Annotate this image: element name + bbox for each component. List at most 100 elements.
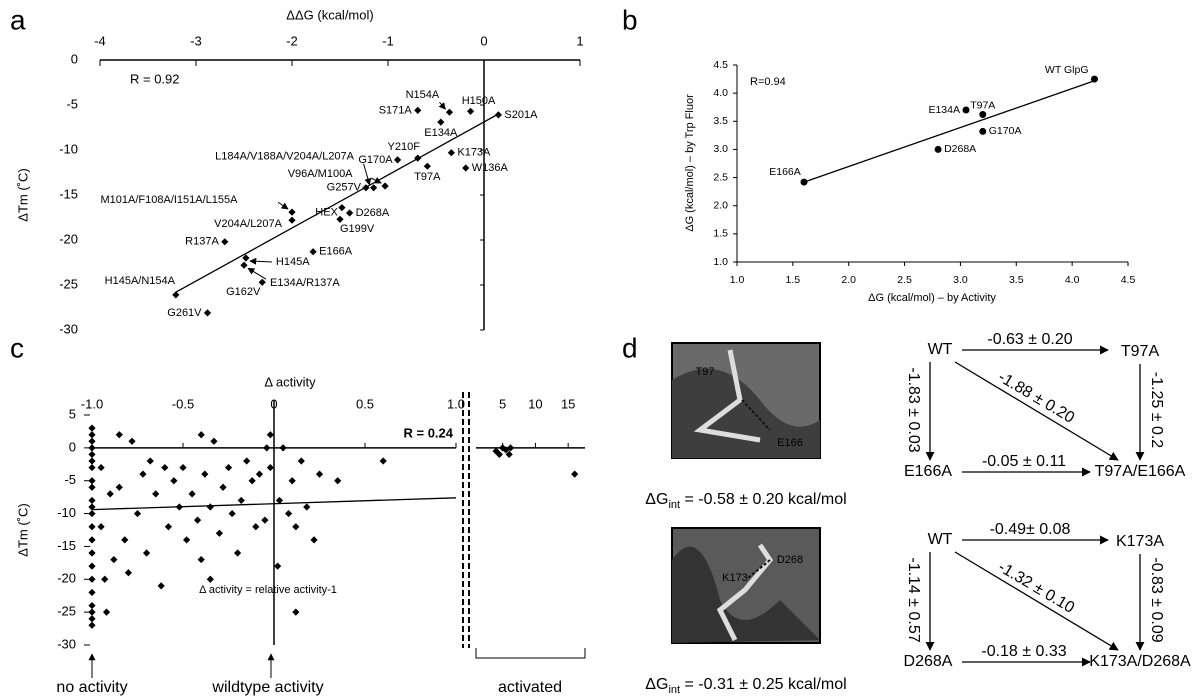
subscript: int bbox=[668, 499, 680, 511]
x-tick-label: 2.5 bbox=[897, 274, 912, 286]
y-tick-label: 0 bbox=[71, 51, 78, 66]
y-tick-label: 2.0 bbox=[713, 199, 728, 211]
symbol: ΔG bbox=[645, 676, 668, 693]
data-point bbox=[240, 262, 247, 269]
data-point bbox=[229, 510, 236, 517]
data-point bbox=[88, 576, 95, 583]
data-point bbox=[116, 431, 123, 438]
data-point bbox=[88, 457, 95, 464]
interaction-energy: ΔGint = -0.31 ± 0.25 kcal/mol bbox=[645, 676, 846, 696]
data-point bbox=[801, 179, 808, 186]
data-point bbox=[370, 184, 377, 191]
value-text: = -0.58 ± 0.20 kcal/mol bbox=[680, 491, 847, 508]
data-point bbox=[238, 497, 245, 504]
data-point bbox=[979, 128, 986, 135]
y-tick-label: 5 bbox=[69, 406, 76, 421]
x-tick-label: 4.5 bbox=[1121, 274, 1136, 286]
data-point bbox=[147, 457, 154, 464]
cycle-node: T97A bbox=[1121, 343, 1160, 360]
data-point bbox=[88, 536, 95, 543]
y-tick-label: 1.5 bbox=[713, 228, 728, 240]
y-tick-label: -10 bbox=[57, 505, 76, 520]
label-arrow bbox=[250, 261, 272, 262]
point-label: D268A bbox=[944, 143, 976, 155]
data-point bbox=[243, 457, 250, 464]
data-point bbox=[176, 503, 183, 510]
data-point bbox=[172, 291, 179, 298]
y-tick-label: -10 bbox=[59, 141, 78, 156]
edge-label: -0.49± 0.08 bbox=[990, 521, 1071, 538]
data-point bbox=[110, 556, 117, 563]
x-tick-label: -1 bbox=[382, 33, 394, 48]
data-point bbox=[88, 438, 95, 445]
x-tick-label: 1.0 bbox=[730, 274, 745, 286]
cycle-node: T97A/E166A bbox=[1095, 463, 1186, 480]
data-point bbox=[88, 523, 95, 530]
x-tick-label: -3 bbox=[190, 33, 202, 48]
data-point bbox=[289, 477, 296, 484]
x-tick-label: 1.5 bbox=[786, 274, 801, 286]
point-label: G199V bbox=[340, 223, 375, 235]
point-label: K173A bbox=[457, 147, 491, 159]
data-point bbox=[334, 477, 341, 484]
x-tick-label: 5 bbox=[499, 396, 506, 411]
y-tick-label: 2.5 bbox=[713, 171, 728, 183]
point-label: E134A/R137A bbox=[270, 277, 340, 289]
data-point bbox=[234, 549, 241, 556]
y-axis-title: ΔG (kcal/mol) – by Trp Fluor bbox=[684, 94, 696, 232]
data-point bbox=[88, 549, 95, 556]
data-point bbox=[256, 471, 263, 478]
y-tick-label: -20 bbox=[57, 571, 76, 586]
data-point bbox=[963, 107, 970, 114]
image-label: T97 bbox=[696, 366, 715, 378]
data-point bbox=[128, 438, 135, 445]
data-point bbox=[189, 490, 196, 497]
data-point bbox=[139, 471, 146, 478]
point-label: T97A bbox=[414, 171, 441, 183]
data-point bbox=[116, 484, 123, 491]
annotation: no activity bbox=[56, 679, 127, 696]
y-tick-label: 4.5 bbox=[713, 59, 728, 71]
data-point bbox=[274, 563, 281, 570]
x-tick-label: 4.0 bbox=[1065, 274, 1080, 286]
x-tick-label: 10 bbox=[528, 396, 542, 411]
data-point bbox=[183, 536, 190, 543]
annotation: R = 0.92 bbox=[130, 71, 180, 86]
x-axis-title: Δ activity bbox=[264, 374, 316, 389]
data-point bbox=[437, 119, 444, 126]
cycle-node: E166A bbox=[904, 463, 952, 480]
data-point bbox=[346, 209, 353, 216]
data-point bbox=[198, 431, 205, 438]
value-text: = -0.31 ± 0.25 kcal/mol bbox=[680, 676, 847, 693]
data-point bbox=[210, 438, 217, 445]
y-tick-label: 4.0 bbox=[713, 87, 728, 99]
edge-label: -1.83 ± 0.03 bbox=[905, 367, 922, 452]
panel-letter: d bbox=[622, 332, 638, 363]
data-point bbox=[88, 464, 95, 471]
label-arrow bbox=[439, 102, 445, 109]
data-point bbox=[267, 431, 274, 438]
annotation: activated bbox=[498, 679, 562, 696]
cycle-arrow bbox=[955, 552, 1118, 650]
data-point bbox=[88, 510, 95, 517]
data-point bbox=[88, 615, 95, 622]
data-point bbox=[448, 149, 455, 156]
data-point bbox=[88, 602, 95, 609]
data-point bbox=[125, 569, 132, 576]
x-tick-label: 1.0 bbox=[447, 396, 465, 411]
data-point bbox=[462, 164, 469, 171]
label-arrow bbox=[248, 268, 266, 279]
cycle-node: K173A/D268A bbox=[1089, 653, 1191, 670]
data-point bbox=[292, 523, 299, 530]
y-axis-title: ΔTm (˚C) bbox=[15, 503, 30, 556]
data-point bbox=[88, 484, 95, 491]
x-tick-label: 3.0 bbox=[953, 274, 968, 286]
x-tick-label: -1.0 bbox=[81, 396, 103, 411]
data-point bbox=[467, 108, 474, 115]
data-point bbox=[424, 163, 431, 170]
symbol: ΔG bbox=[645, 491, 668, 508]
panel-letter: c bbox=[10, 332, 24, 363]
data-point bbox=[207, 503, 214, 510]
data-point bbox=[298, 457, 305, 464]
y-tick-label: 3.5 bbox=[713, 115, 728, 127]
